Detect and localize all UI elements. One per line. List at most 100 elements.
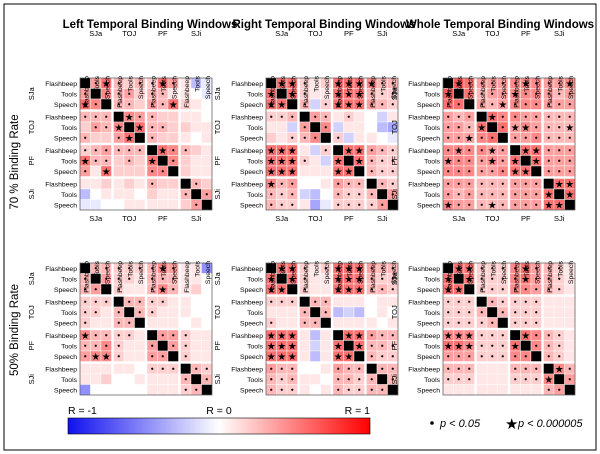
sig-dot-marker xyxy=(480,149,483,152)
heatmap-cell xyxy=(309,384,321,396)
heatmap-cell xyxy=(299,373,311,385)
sig-star-marker: ★ xyxy=(454,264,463,275)
sig-dot-marker xyxy=(303,103,306,106)
sig-star-marker: ★ xyxy=(148,156,157,167)
row-label: Speech xyxy=(240,354,263,361)
sig-dot-marker xyxy=(457,355,460,358)
column-label: Tools xyxy=(313,75,320,91)
sig-dot-marker xyxy=(270,378,273,381)
sig-dot-marker xyxy=(370,288,373,291)
column-group-label: SJi xyxy=(554,29,565,38)
heatmap-cell xyxy=(167,188,179,200)
sig-dot-marker xyxy=(161,277,164,280)
panel-border xyxy=(442,77,576,211)
row-group-label: SJi xyxy=(27,189,36,200)
sig-dot-marker xyxy=(370,193,373,196)
column-group-label: PF xyxy=(344,29,354,38)
column-label: Tools xyxy=(194,75,201,91)
sig-star-marker: ★ xyxy=(125,133,134,144)
heatmap-cell xyxy=(134,363,146,375)
heatmap-cell xyxy=(530,384,542,396)
row-label: Tools xyxy=(247,310,263,317)
row-label: Flashbeep xyxy=(45,148,77,155)
heatmap-cell xyxy=(90,178,102,190)
colorbar-mid-label: R = 0 xyxy=(206,405,232,417)
sig-dot-marker xyxy=(105,334,108,337)
sig-dot-marker xyxy=(151,103,154,106)
sig-dot-marker xyxy=(568,136,571,139)
sig-dot-marker xyxy=(161,126,164,129)
heatmap-cell xyxy=(299,144,311,156)
sig-dot-marker xyxy=(535,115,538,118)
sig-star-marker: ★ xyxy=(334,341,343,352)
heatmap-cell xyxy=(543,317,555,329)
sig-dot-marker xyxy=(347,193,350,196)
column-label: Speech xyxy=(357,76,364,99)
heatmap-cell xyxy=(376,317,388,329)
row-label: Flashbeep xyxy=(231,266,263,273)
heatmap-cell xyxy=(265,132,277,144)
heatmap-cell xyxy=(100,98,112,110)
sig-dot-marker xyxy=(501,300,504,303)
sig-dot-marker xyxy=(547,92,550,95)
sig-dot-marker xyxy=(558,149,561,152)
sig-dot-marker xyxy=(161,170,164,173)
sig-dot-marker xyxy=(280,115,283,118)
sig-star-marker: ★ xyxy=(344,100,353,111)
sig-dot-marker xyxy=(128,159,131,162)
heatmap-cell xyxy=(79,199,91,211)
sig-dot-marker xyxy=(303,288,306,291)
heatmap-cell xyxy=(123,373,135,385)
sig-dot-marker xyxy=(370,92,373,95)
sig-dot-marker xyxy=(501,170,504,173)
sig-dot-marker xyxy=(558,267,561,270)
sig-star-marker: ★ xyxy=(488,200,497,211)
heatmap-cell xyxy=(201,111,213,123)
heatmap-cell xyxy=(299,188,311,200)
column-label: Flashbeep xyxy=(117,76,124,108)
column-label: Tools xyxy=(347,75,354,91)
sig-star-marker: ★ xyxy=(454,285,463,296)
row-label: Flashbeep xyxy=(45,181,77,188)
heatmap-cell xyxy=(157,188,169,200)
sig-dot-marker xyxy=(172,288,175,291)
column-label: Speech xyxy=(290,76,297,99)
column-label: Speech xyxy=(205,76,212,99)
sig-dot-marker xyxy=(535,182,538,185)
row-group-label: SJi xyxy=(27,374,36,385)
sig-star-marker: ★ xyxy=(465,341,474,352)
heatmap-cell xyxy=(123,178,135,190)
heatmap-cell xyxy=(343,340,355,352)
column-label: Speech xyxy=(104,261,111,284)
sig-dot-marker xyxy=(370,149,373,152)
column-label: Tools xyxy=(94,260,101,276)
panel-border xyxy=(79,77,213,211)
heatmap-cell xyxy=(167,317,179,329)
sig-dot-marker xyxy=(381,203,384,206)
row-label: Speech xyxy=(240,202,263,209)
column-label: Speech xyxy=(467,76,474,99)
sig-star-marker: ★ xyxy=(444,89,453,100)
sig-dot-marker xyxy=(514,277,517,280)
row-group-label: SJa xyxy=(390,86,399,100)
sig-dot-marker xyxy=(117,92,120,95)
heatmap-cell xyxy=(299,384,311,396)
sig-dot-marker xyxy=(535,193,538,196)
sig-dot-marker xyxy=(172,149,175,152)
row-label: Speech xyxy=(54,287,77,294)
heatmap-cell xyxy=(564,384,576,396)
sig-dot-marker xyxy=(94,149,97,152)
sig-dot-marker xyxy=(568,149,571,152)
row-label: Tools xyxy=(61,310,77,317)
sig-dot-marker xyxy=(447,170,450,173)
heatmap-cell xyxy=(366,132,378,144)
heatmap-cell xyxy=(146,317,158,329)
column-label: Flashbeep xyxy=(446,76,453,108)
sig-dot-marker xyxy=(468,149,471,152)
column-label: Speech xyxy=(391,261,398,284)
sig-dot-marker xyxy=(138,82,141,85)
sig-dot-marker xyxy=(558,170,561,173)
sig-dot-marker xyxy=(514,203,517,206)
sig-dot-marker xyxy=(535,277,538,280)
row-label: Tools xyxy=(247,377,263,384)
